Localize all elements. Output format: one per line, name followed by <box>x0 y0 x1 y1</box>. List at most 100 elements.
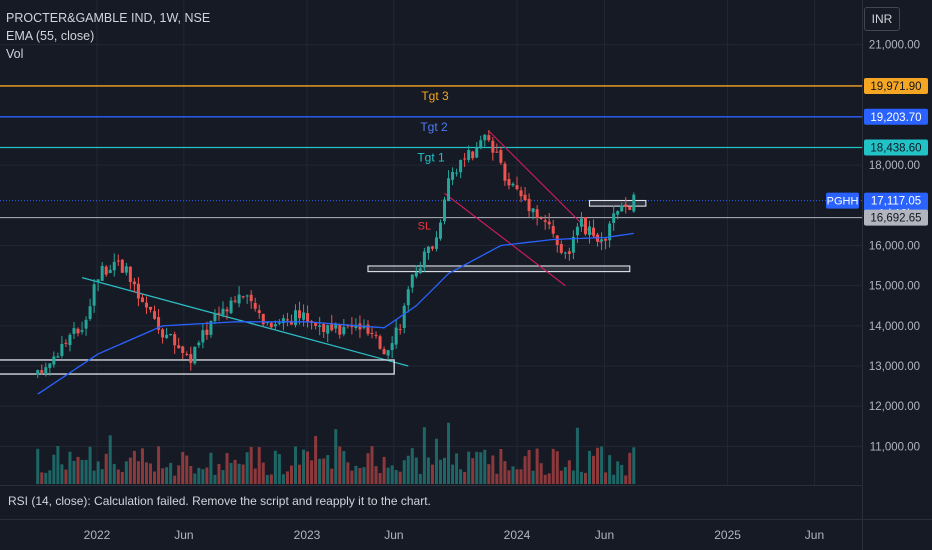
candle-body <box>169 334 173 336</box>
candle-body <box>495 151 499 153</box>
volume-bar <box>76 456 80 484</box>
volume-bar <box>330 468 334 484</box>
volume-bar <box>253 468 257 484</box>
volume-bar <box>370 446 374 484</box>
symbol-title[interactable]: PROCTER&GAMBLE IND, 1W, NSE <box>6 11 211 25</box>
candle-body <box>551 225 555 234</box>
volume-bar <box>608 455 612 484</box>
volume-bar <box>201 469 205 484</box>
volume-bar <box>314 436 318 484</box>
volume-bar <box>612 474 616 484</box>
ema-indicator-label[interactable]: EMA (55, close) <box>6 29 95 43</box>
candle-body <box>575 226 579 236</box>
candle-body <box>426 246 430 253</box>
candle-body <box>189 354 193 363</box>
volume-bar <box>531 470 535 484</box>
volume-bar <box>338 446 342 484</box>
candle-body <box>587 226 591 235</box>
candle-body <box>185 353 189 355</box>
candle-body <box>447 178 451 201</box>
candle-body <box>201 330 205 343</box>
volume-bar <box>390 465 394 484</box>
candle-body <box>64 342 68 344</box>
candle-body <box>306 313 310 322</box>
volume-bar <box>116 469 120 484</box>
candle-body <box>92 284 96 306</box>
candle-body <box>245 295 249 297</box>
volume-bar <box>499 448 503 484</box>
volume-bar <box>52 454 56 484</box>
candle-body <box>40 370 44 373</box>
time-axis[interactable]: 2022 Jun 2023 Jun 2024 Jun 2025 Jun <box>84 528 824 542</box>
candle-body <box>144 302 148 308</box>
volume-bar <box>281 474 285 484</box>
candle-body <box>571 236 575 253</box>
volume-bar <box>185 455 189 484</box>
candle-body <box>213 314 217 322</box>
volume-bar <box>394 470 398 484</box>
candle-body <box>422 251 426 268</box>
volume-bar <box>555 451 559 484</box>
price-tick-label: 15,000.00 <box>869 281 920 293</box>
volume-bar <box>213 474 217 484</box>
candle-body <box>483 134 487 141</box>
candle-body <box>302 312 306 320</box>
ticker-badge-bg <box>826 192 859 209</box>
volume-bar <box>233 459 237 484</box>
target-lines: Tgt 3 Tgt 2 Tgt 1 <box>0 85 862 219</box>
volume-indicator-label[interactable]: Vol <box>6 47 24 61</box>
currency-button[interactable]: INR <box>864 7 900 31</box>
volume-bar <box>149 463 153 484</box>
volume-bar <box>628 452 632 484</box>
volume-bar <box>579 471 583 484</box>
candle-body <box>499 150 503 163</box>
price-tick-label: 12,000.00 <box>869 401 920 413</box>
volume-bar <box>543 474 547 484</box>
candle-body <box>56 356 60 358</box>
candle-body <box>535 209 539 218</box>
volume-bar <box>527 450 531 484</box>
candle-body <box>128 266 132 282</box>
target-price-tag-bg <box>864 108 928 125</box>
candle-body <box>467 150 471 160</box>
candle-body <box>48 363 52 368</box>
candle-body <box>205 329 209 335</box>
volume-bar <box>467 451 471 484</box>
candle-body <box>370 333 374 335</box>
volume-bar <box>418 473 422 484</box>
volume-bar <box>410 448 414 484</box>
volume-bar <box>378 473 382 484</box>
volume-bar <box>547 473 551 484</box>
candle-body <box>402 305 406 329</box>
candle-body <box>181 346 185 353</box>
candle-body <box>298 310 302 319</box>
price-axis[interactable]: 21,000.00 18,000.00 16,000.00 15,000.00 14,0… <box>863 0 932 519</box>
volume-bar <box>205 467 209 484</box>
candle-body <box>382 349 386 355</box>
candle-body <box>398 329 402 331</box>
candle-body <box>338 324 342 335</box>
volume-bar <box>153 471 157 484</box>
candle-body <box>60 343 64 356</box>
candle-body <box>173 334 177 346</box>
candle-body <box>515 185 519 190</box>
candle-body <box>487 135 491 141</box>
volume-bar <box>426 457 430 484</box>
candle-body <box>567 251 571 254</box>
volume-bar <box>80 459 84 484</box>
target-price-tag-bg <box>864 139 928 156</box>
volume-bar <box>596 447 600 484</box>
candle-body <box>100 265 104 281</box>
candle-body <box>157 317 161 330</box>
price-tick-label: 13,000.00 <box>869 361 920 373</box>
volume-bar <box>165 467 169 484</box>
volume-bar <box>40 472 44 484</box>
candle-body <box>471 151 475 159</box>
candle-body <box>161 329 165 338</box>
candle-body <box>386 350 390 356</box>
volume-bar <box>503 461 507 484</box>
candle-body <box>293 310 297 325</box>
volume-bar <box>455 453 459 484</box>
